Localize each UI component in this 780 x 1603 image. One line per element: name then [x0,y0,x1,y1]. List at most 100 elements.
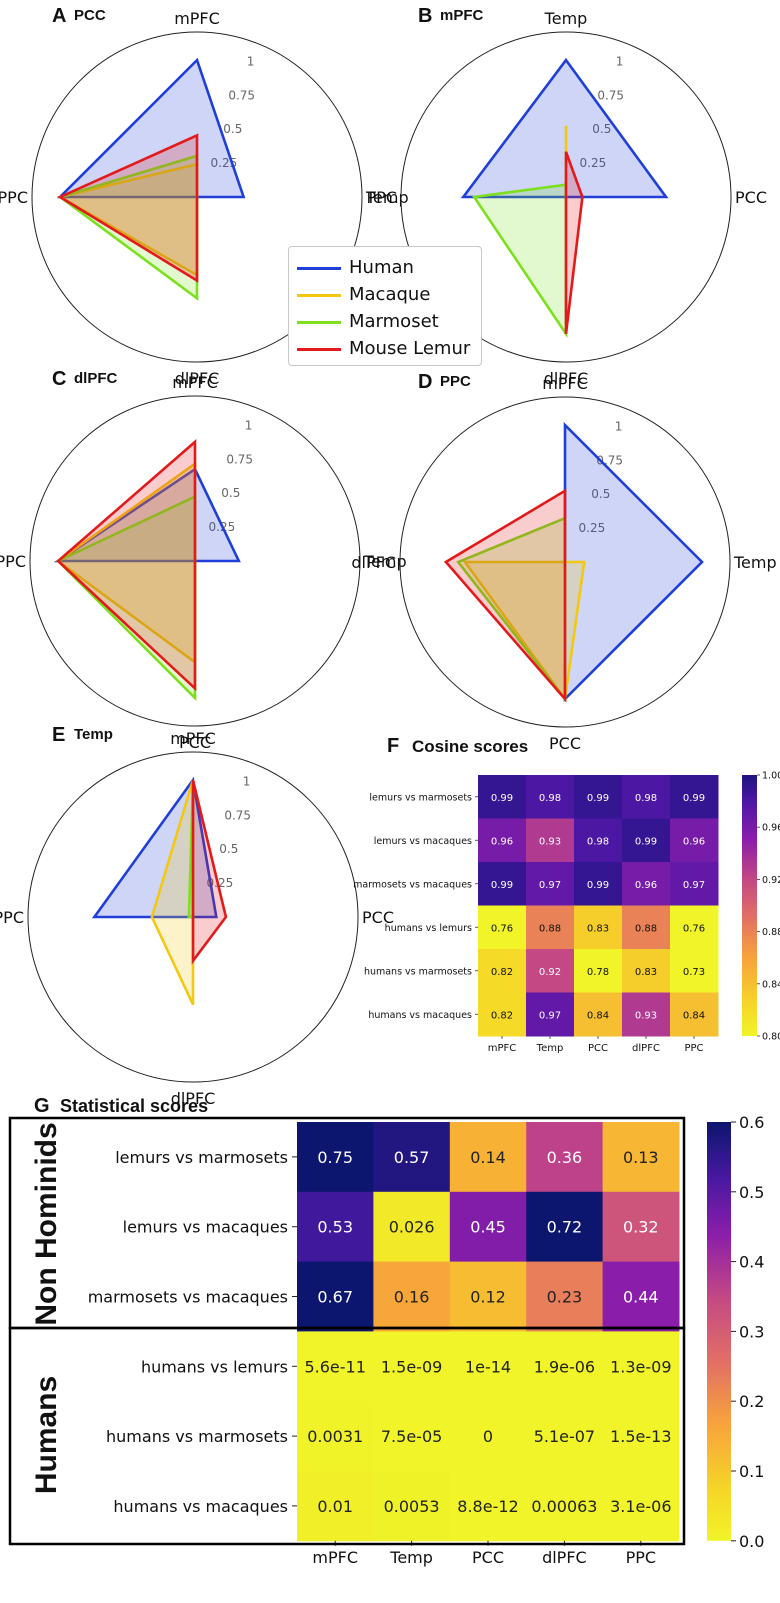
heatmap-cell [526,1191,604,1263]
col-label: PPC [684,1043,703,1054]
axis-label-dlpfc: dlPFC [171,1089,216,1108]
radar-outer-circle [399,396,731,728]
cell-value: 0.53 [317,1218,353,1237]
colorbar-tick-label: 0.4 [739,1253,764,1272]
axis-label-ppc: PPC [0,908,24,927]
species-legend: Human Macaque Marmoset Mouse Lemur [288,246,482,366]
col-label: PPC [626,1548,656,1567]
radial-tick-label: 1 [247,54,255,68]
heatmap-cell [297,1122,374,1193]
heatmap-cell [373,1122,451,1193]
heatmap-cell [574,775,623,819]
colorbar-tick-label: 0.96 [762,823,780,834]
col-label: PCC [472,1548,504,1567]
cell-value: 0.97 [539,880,561,891]
radial-tick-label: 0.5 [223,122,242,136]
legend-label: Marmoset [349,311,439,332]
axis-label-temp: Temp [733,553,777,572]
heatmap-panel-F: F Cosine scores 0.99 0.98 0.99 0.98 0.99 lemurs… [353,735,780,1054]
axis-label-ppc: PPC [0,188,28,207]
legend-swatch [297,321,341,324]
heatmap-cell [670,949,719,993]
heatmap-cell [602,1122,680,1193]
heatmap-cell [297,1471,374,1542]
heatmap-cell [574,905,623,950]
heatmap-cell [373,1331,451,1402]
legend-item-mouse-lemur: Mouse Lemur [289,336,479,362]
colorbar-tick-label: 0.84 [762,979,780,990]
heatmap-cell [622,992,671,1037]
panel-letter: A [52,5,66,27]
radar-series-mouse-lemur [564,151,584,335]
cell-value: 0.93 [635,1010,657,1021]
legend-label: Human [349,257,414,278]
heatmap-cell [602,1471,680,1542]
panel-title: Statistical scores [60,1096,208,1116]
axis-label-ppc: PPC [0,552,26,571]
legend-label: Macaque [349,284,431,305]
col-label: dlPFC [632,1043,660,1054]
radar-series-marmoset [471,183,568,339]
axis-label-mpfc: mPFC [174,9,220,28]
row-label: lemurs vs marmosets [369,792,472,803]
heatmap-cell [670,992,719,1037]
cell-value: 0.88 [635,923,657,934]
cell-value: 0.73 [683,967,705,978]
cell-value: 0.96 [683,836,705,847]
axis-label-dlpfc: dlPFC [175,369,220,388]
cell-value: 0.83 [635,967,657,978]
cell-value: 0.93 [539,836,561,847]
heatmap-cell [526,1122,604,1193]
cell-value: 1.5e-09 [381,1357,442,1376]
panel-letter: E [52,724,65,746]
radar-series-human [460,57,669,199]
heatmap-cell [574,949,623,993]
col-label: Temp [536,1043,564,1054]
heatmap-cell [478,949,527,993]
cell-value: 1.9e-06 [534,1357,595,1376]
colorbar-tick-label: 0.80 [762,1032,780,1043]
heatmap-cell [574,862,623,906]
cell-value: 0.99 [587,880,609,891]
cell-value: 0.99 [491,880,513,891]
row-label: marmosets vs macaques [88,1288,288,1307]
radar-series-mouse-lemur [57,133,199,283]
axis-label-pcc: PCC [549,734,581,753]
heatmap-cell [526,949,575,993]
heatmap-cell [373,1401,451,1472]
panel-title: Cosine scores [412,737,528,756]
cell-value: 0.026 [389,1218,435,1237]
radial-tick-label: 0.5 [591,487,610,501]
cell-value: 0.44 [623,1288,659,1307]
heatmap-cell [622,862,671,906]
cell-value: 0.99 [587,793,609,804]
heatmap-cell [297,1191,374,1263]
heatmap-panel-G: G Statistical scores 0.75 0.57 0.14 0.36 0.13 l… [8,1095,764,1567]
cell-value: 0.00063 [531,1497,597,1516]
axis-label-pcc: PCC [735,188,767,207]
cell-value: 3.1e-06 [610,1497,671,1516]
cell-value: 0.57 [394,1148,430,1167]
cell-value: 0.83 [587,923,609,934]
cell-value: 0.23 [547,1288,583,1307]
axis-label-dlpfc: dlPFC [544,369,589,388]
panel-letter: G [34,1095,50,1117]
heatmap-cell [449,1331,527,1402]
row-label: humans vs lemurs [141,1357,288,1376]
cell-value: 0.14 [470,1148,506,1167]
radar-series-mouse-lemur [191,779,228,965]
cell-value: 0.99 [635,836,657,847]
heatmap-cell [602,1261,680,1332]
heatmap-cell [297,1261,374,1332]
cell-value: 1.5e-13 [610,1427,671,1446]
heatmap-cell [602,1331,680,1402]
heatmap-cell [449,1261,527,1332]
axis-label-ppc: PPC [367,188,397,207]
row-label: lemurs vs marmosets [115,1148,288,1167]
cell-value: 0.76 [491,923,513,934]
heatmap-cell [526,1471,604,1542]
cell-value: 5.6e-11 [304,1357,365,1376]
